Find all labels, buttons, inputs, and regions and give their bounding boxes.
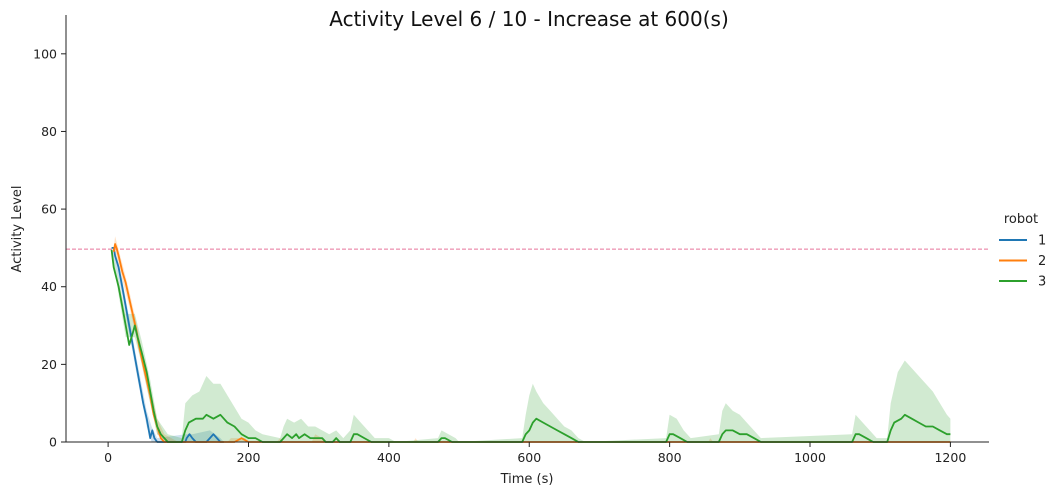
- y-tick-label: 0: [49, 435, 57, 450]
- legend-label-robot-3: 3: [1038, 275, 1046, 290]
- axes: 0 200 400 600 800 1000 1200 0 20 40 60 80 100: [33, 15, 989, 465]
- y-tick-label: 40: [41, 279, 57, 294]
- x-tick-label: 200: [237, 450, 261, 465]
- y-tick-label: 60: [41, 202, 57, 217]
- y-tick-label: 80: [41, 124, 57, 139]
- confidence-bands: [111, 236, 951, 442]
- legend-title: robot: [1004, 212, 1038, 227]
- legend: robot 1 2 3: [999, 212, 1046, 290]
- band-robot-1: [111, 247, 224, 442]
- y-tick-label: 20: [41, 357, 57, 372]
- series-line-robot-1: [111, 247, 224, 443]
- chart-title: Activity Level 6 / 10 - Increase at 600(…: [329, 7, 729, 31]
- band-robot-3: [111, 247, 951, 442]
- y-tick-label: 100: [33, 46, 57, 61]
- x-axis-title: Time (s): [500, 472, 554, 487]
- x-tick-label: 1200: [934, 450, 966, 465]
- legend-label-robot-2: 2: [1038, 254, 1046, 269]
- x-tick-label: 400: [377, 450, 401, 465]
- x-tick-label: 600: [517, 450, 541, 465]
- x-tick-label: 800: [658, 450, 682, 465]
- x-tick-label: 1000: [794, 450, 826, 465]
- legend-label-robot-1: 1: [1038, 234, 1046, 249]
- y-axis-title: Activity Level: [10, 185, 25, 272]
- x-tick-label: 0: [104, 450, 112, 465]
